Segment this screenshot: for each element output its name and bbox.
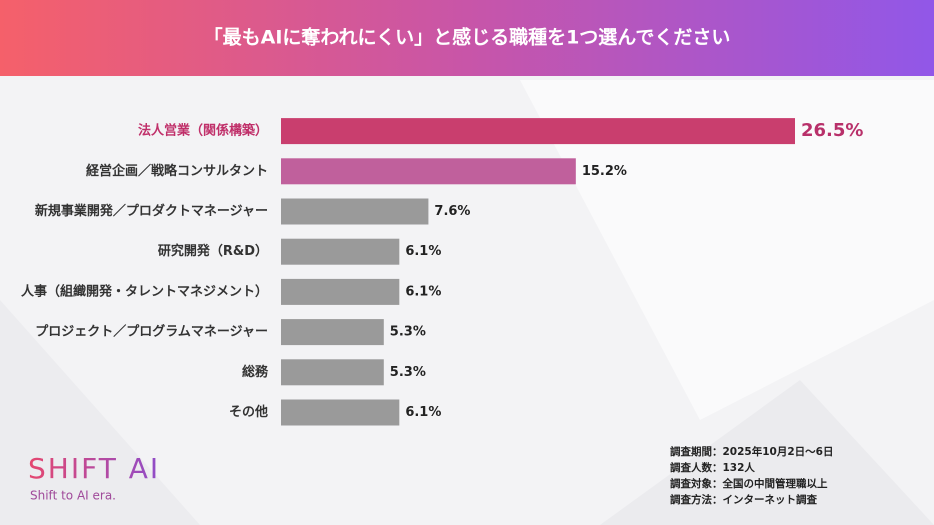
value-label: 5.3% <box>390 325 426 340</box>
survey-note: 調査対象：全国の中間管理職以上 <box>670 477 828 490</box>
bar <box>281 359 384 386</box>
logo-tagline: Shift to AI era. <box>30 489 116 503</box>
category-label: 新規事業開発／プロダクトマネージャー <box>35 203 268 219</box>
survey-note: 調査期間：2025年10月2日〜6日 <box>670 445 833 458</box>
bar <box>281 319 384 346</box>
category-label: プロジェクト／プログラムマネージャー <box>35 324 268 340</box>
value-label: 6.1% <box>405 405 441 420</box>
bar <box>281 278 400 305</box>
survey-note: 調査人数：132人 <box>670 461 755 474</box>
bg-shape <box>520 80 934 420</box>
chart-title: 「最もAIに奪われにくい」と感じる職種を1つ選んでください <box>204 26 731 49</box>
category-label: 人事（組織開発・タレントマネジメント） <box>21 283 268 299</box>
category-label: 研究開発（R&D） <box>158 243 268 259</box>
bar <box>281 198 429 225</box>
bar <box>281 158 576 185</box>
header <box>0 0 934 76</box>
value-label: 7.6% <box>434 204 470 219</box>
value-label: 15.2% <box>582 164 627 179</box>
survey-note: 調査方法：インターネット調査 <box>670 493 817 506</box>
logo-name: SHIFT AI <box>28 452 160 485</box>
bg-shape <box>0 300 200 525</box>
category-label: 経営企画／戦略コンサルタント <box>86 163 268 179</box>
bar <box>281 118 795 145</box>
value-label: 26.5% <box>801 120 863 141</box>
category-label: 総務 <box>242 364 269 380</box>
value-label: 6.1% <box>405 284 441 299</box>
value-label: 6.1% <box>405 244 441 259</box>
bar <box>281 238 400 265</box>
category-label: その他 <box>229 404 268 420</box>
bg-shape <box>600 380 934 525</box>
value-label: 5.3% <box>390 365 426 380</box>
bar <box>281 399 400 426</box>
category-label: 法人営業（関係構築） <box>138 123 268 139</box>
